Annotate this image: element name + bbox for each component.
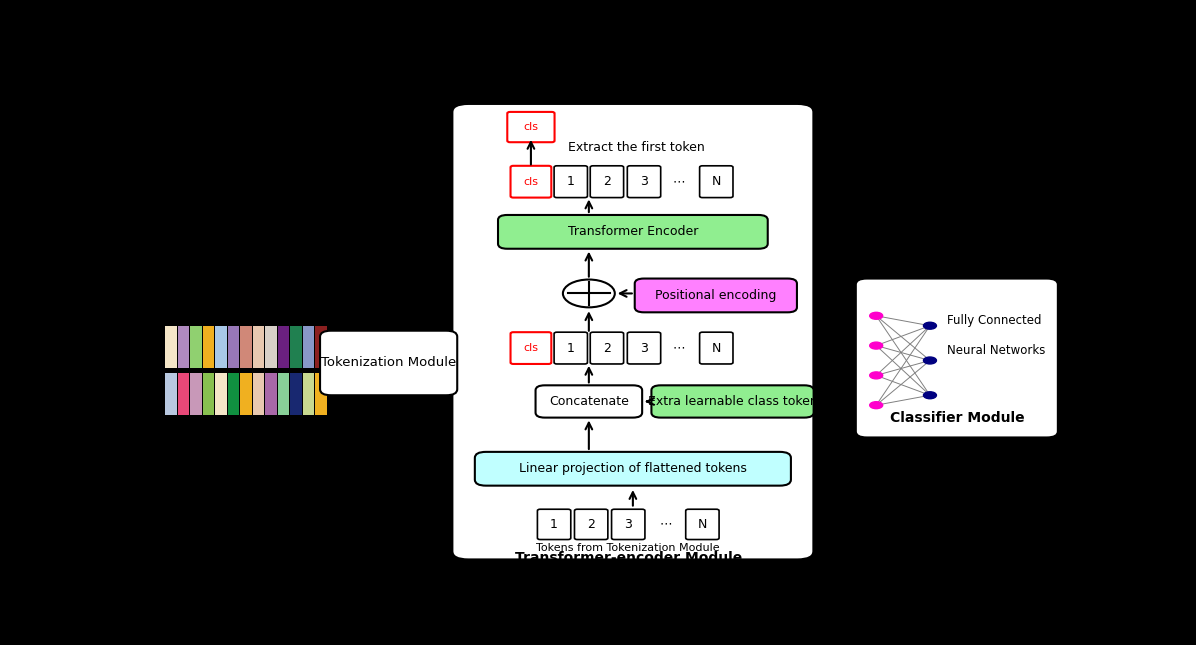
Bar <box>215 326 227 368</box>
Text: Transformer-encoder Module: Transformer-encoder Module <box>514 551 742 565</box>
Text: N: N <box>712 342 721 355</box>
FancyBboxPatch shape <box>856 279 1058 437</box>
Bar <box>277 373 289 415</box>
FancyBboxPatch shape <box>591 332 623 364</box>
Bar <box>203 326 214 368</box>
Bar <box>240 326 252 368</box>
Text: ⋯: ⋯ <box>673 342 685 355</box>
Bar <box>252 373 264 415</box>
Text: ⋯: ⋯ <box>659 518 672 531</box>
FancyBboxPatch shape <box>685 510 719 539</box>
Text: Classifier Module: Classifier Module <box>890 411 1024 424</box>
FancyBboxPatch shape <box>652 385 813 417</box>
Text: N: N <box>697 518 707 531</box>
Bar <box>252 326 264 368</box>
Bar <box>178 373 189 415</box>
Text: Neural Networks: Neural Networks <box>947 344 1045 357</box>
Bar <box>266 326 277 368</box>
Bar <box>165 373 177 415</box>
FancyBboxPatch shape <box>452 103 814 560</box>
Text: Concatenate: Concatenate <box>549 395 629 408</box>
Bar <box>316 373 327 415</box>
Text: 1: 1 <box>567 175 575 188</box>
FancyBboxPatch shape <box>537 510 570 539</box>
FancyBboxPatch shape <box>700 332 733 364</box>
Circle shape <box>869 402 883 409</box>
Text: 1: 1 <box>567 342 575 355</box>
Text: ⋯: ⋯ <box>673 175 685 188</box>
FancyBboxPatch shape <box>475 452 791 486</box>
Bar <box>190 326 202 368</box>
Bar <box>303 326 315 368</box>
FancyBboxPatch shape <box>321 331 457 395</box>
FancyBboxPatch shape <box>536 385 642 417</box>
Text: Positional encoding: Positional encoding <box>655 289 776 302</box>
Text: N: N <box>712 175 721 188</box>
Bar <box>277 326 289 368</box>
Text: cls: cls <box>524 122 538 132</box>
Bar <box>227 373 239 415</box>
Bar <box>303 373 315 415</box>
FancyBboxPatch shape <box>700 166 733 197</box>
FancyBboxPatch shape <box>611 510 645 539</box>
Circle shape <box>923 322 936 329</box>
FancyBboxPatch shape <box>511 166 551 197</box>
Text: Fully Connected: Fully Connected <box>947 314 1042 327</box>
Bar <box>240 373 252 415</box>
Text: 2: 2 <box>587 518 596 531</box>
Bar <box>215 373 227 415</box>
FancyBboxPatch shape <box>628 332 660 364</box>
Text: Extract the first token: Extract the first token <box>568 141 704 154</box>
FancyBboxPatch shape <box>574 510 608 539</box>
Text: 2: 2 <box>603 342 611 355</box>
Circle shape <box>563 279 615 308</box>
Text: 3: 3 <box>640 342 648 355</box>
Circle shape <box>869 312 883 319</box>
Bar <box>227 326 239 368</box>
Circle shape <box>923 392 936 399</box>
Circle shape <box>923 357 936 364</box>
Bar <box>190 373 202 415</box>
FancyBboxPatch shape <box>554 166 587 197</box>
Text: 2: 2 <box>603 175 611 188</box>
FancyBboxPatch shape <box>635 279 797 312</box>
Bar <box>291 373 301 415</box>
Bar <box>203 373 214 415</box>
Circle shape <box>869 342 883 349</box>
Text: 3: 3 <box>624 518 633 531</box>
FancyBboxPatch shape <box>591 166 623 197</box>
Text: Linear projection of flattened tokens: Linear projection of flattened tokens <box>519 462 746 475</box>
Bar <box>178 326 189 368</box>
Text: Tokenization Module: Tokenization Module <box>321 357 456 370</box>
FancyBboxPatch shape <box>628 166 660 197</box>
Bar <box>266 373 277 415</box>
Text: cls: cls <box>524 177 538 186</box>
Text: 1: 1 <box>550 518 559 531</box>
Text: cls: cls <box>524 343 538 353</box>
Bar <box>291 326 301 368</box>
Bar <box>165 326 177 368</box>
Text: Extra learnable class token: Extra learnable class token <box>648 395 817 408</box>
FancyBboxPatch shape <box>554 332 587 364</box>
FancyBboxPatch shape <box>498 215 768 249</box>
FancyBboxPatch shape <box>507 112 555 142</box>
Circle shape <box>869 372 883 379</box>
Bar <box>316 326 327 368</box>
Text: 3: 3 <box>640 175 648 188</box>
FancyBboxPatch shape <box>511 332 551 364</box>
Text: Transformer Encoder: Transformer Encoder <box>568 225 698 239</box>
Text: Tokens from Tokenization Module: Tokens from Tokenization Module <box>537 543 720 553</box>
